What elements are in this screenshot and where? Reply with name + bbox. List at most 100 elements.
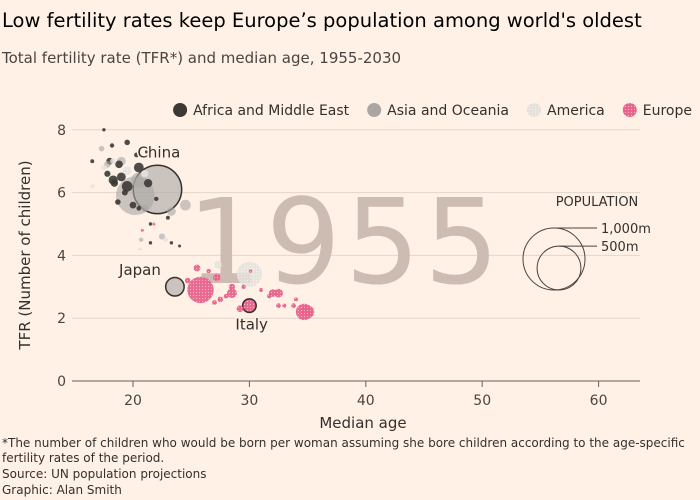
data-point-europe <box>301 305 315 319</box>
legend-label: Africa and Middle East <box>193 103 350 119</box>
data-point-europe <box>212 300 217 305</box>
data-point-america <box>214 261 222 269</box>
legend-swatch <box>367 103 382 117</box>
data-point-africa-and-middle-east <box>124 139 130 146</box>
data-point-africa-and-middle-east <box>115 160 123 169</box>
data-point-europe <box>223 293 229 299</box>
data-point-europe <box>241 298 257 314</box>
legend-label: Asia and Oceania <box>387 103 509 119</box>
data-point-europe <box>152 222 156 226</box>
data-point-africa-and-middle-east <box>154 196 159 202</box>
data-point-africa-and-middle-east <box>148 241 153 245</box>
data-point-america <box>163 237 168 243</box>
data-point-europe <box>293 297 298 302</box>
chart-title: Low fertility rates keep Europe’s popula… <box>2 9 642 32</box>
data-point-africa-and-middle-east <box>178 244 182 248</box>
data-point-asia-and-oceania <box>164 276 185 297</box>
data-point-europe <box>251 322 255 327</box>
data-point-europe <box>248 269 253 273</box>
data-point-africa-and-middle-east <box>129 201 137 209</box>
data-point-europe <box>276 303 281 309</box>
data-point-africa-and-middle-east <box>136 205 142 211</box>
data-point-africa-and-middle-east <box>133 162 144 173</box>
y-tick-label: 6 <box>57 186 66 202</box>
credit-text: Graphic: Alan Smith <box>2 483 122 497</box>
data-point-asia-and-oceania <box>180 199 191 211</box>
data-point-asia-and-oceania <box>159 233 166 240</box>
data-point-europe <box>236 305 244 313</box>
data-point-asia-and-oceania <box>98 145 105 152</box>
data-point-africa-and-middle-east <box>121 180 133 192</box>
data-point-europe <box>266 294 272 299</box>
grid: 0 2 4 6 8 20 30 40 50 60 <box>57 123 640 409</box>
data-point-america <box>101 164 107 171</box>
data-point-asia-and-oceania <box>140 204 149 213</box>
data-point-europe <box>193 264 201 272</box>
size-legend-label: 1,000m <box>601 222 651 237</box>
data-point-europe <box>206 268 211 274</box>
data-point-europe <box>213 273 221 282</box>
data-point-europe <box>241 284 246 289</box>
data-point-africa-and-middle-east <box>165 215 170 220</box>
year-watermark: 1955 <box>187 173 503 311</box>
data-point-africa-and-middle-east <box>148 222 153 226</box>
data-point-africa-and-middle-east <box>110 179 119 187</box>
annotation-label: China <box>137 143 180 161</box>
annotation-label: Italy <box>235 316 268 334</box>
annotations: China Japan Italy <box>117 142 270 335</box>
data-point-europe <box>140 228 144 232</box>
data-point-europe <box>259 287 264 292</box>
points <box>90 128 315 327</box>
data-point-africa-and-middle-east <box>169 241 174 245</box>
x-tick-label: 40 <box>357 393 375 409</box>
data-point-europe <box>227 288 237 298</box>
x-tick-label: 50 <box>473 393 491 409</box>
annotation-label: Japan <box>118 261 161 279</box>
footnote-line: fertility rates of the period. <box>2 451 164 465</box>
data-point-africa-and-middle-east <box>104 170 111 177</box>
size-legend-label: 500m <box>601 240 638 255</box>
data-point-africa-and-middle-east <box>145 149 149 154</box>
source-text: Source: UN population projections <box>2 467 207 481</box>
data-point-america <box>122 166 132 176</box>
data-point-america <box>236 261 262 287</box>
size-legend-circle <box>522 227 586 291</box>
data-point-africa-and-middle-east <box>102 128 106 132</box>
legend-swatch <box>527 103 542 117</box>
data-point-europe <box>291 303 297 309</box>
y-tick-label: 0 <box>57 374 66 390</box>
data-point-america <box>140 169 149 178</box>
data-point-america <box>138 247 142 251</box>
legend-label: Europe <box>643 103 692 119</box>
data-point-europe <box>282 303 287 308</box>
legend-swatch <box>622 103 637 117</box>
data-point-europe <box>184 277 191 284</box>
legend-label: America <box>547 103 605 119</box>
data-point-europe <box>274 288 283 298</box>
data-point-europe <box>228 283 236 290</box>
data-point-asia-and-oceania <box>167 207 176 216</box>
y-tick-label: 2 <box>57 311 66 327</box>
y-axis-label: TFR (Number of children) <box>16 160 34 350</box>
size-legend: POPULATION 1,000m 500m <box>522 195 651 291</box>
x-axis-label: Median age <box>319 414 406 432</box>
x-tick-label: 20 <box>124 393 142 409</box>
data-point-america <box>110 158 117 165</box>
data-point-europe <box>217 296 224 303</box>
y-tick-label: 4 <box>57 248 66 264</box>
data-point-africa-and-middle-east <box>109 143 115 148</box>
chart-subtitle: Total fertility rate (TFR*) and median a… <box>1 49 401 67</box>
data-point-africa-and-middle-east <box>90 159 95 164</box>
data-point-africa-and-middle-east <box>116 172 126 182</box>
x-tick-label: 30 <box>240 393 258 409</box>
data-point-africa-and-middle-east <box>121 189 128 196</box>
y-tick-label: 8 <box>57 123 66 139</box>
data-point-asia-and-oceania <box>118 268 124 274</box>
legend-swatch <box>173 103 188 117</box>
data-point-africa-and-middle-east <box>115 199 121 205</box>
x-tick-label: 60 <box>590 393 608 409</box>
data-point-africa-and-middle-east <box>143 179 153 188</box>
data-point-europe <box>187 276 214 304</box>
footnote-line: *The number of children who would be bor… <box>2 436 685 450</box>
